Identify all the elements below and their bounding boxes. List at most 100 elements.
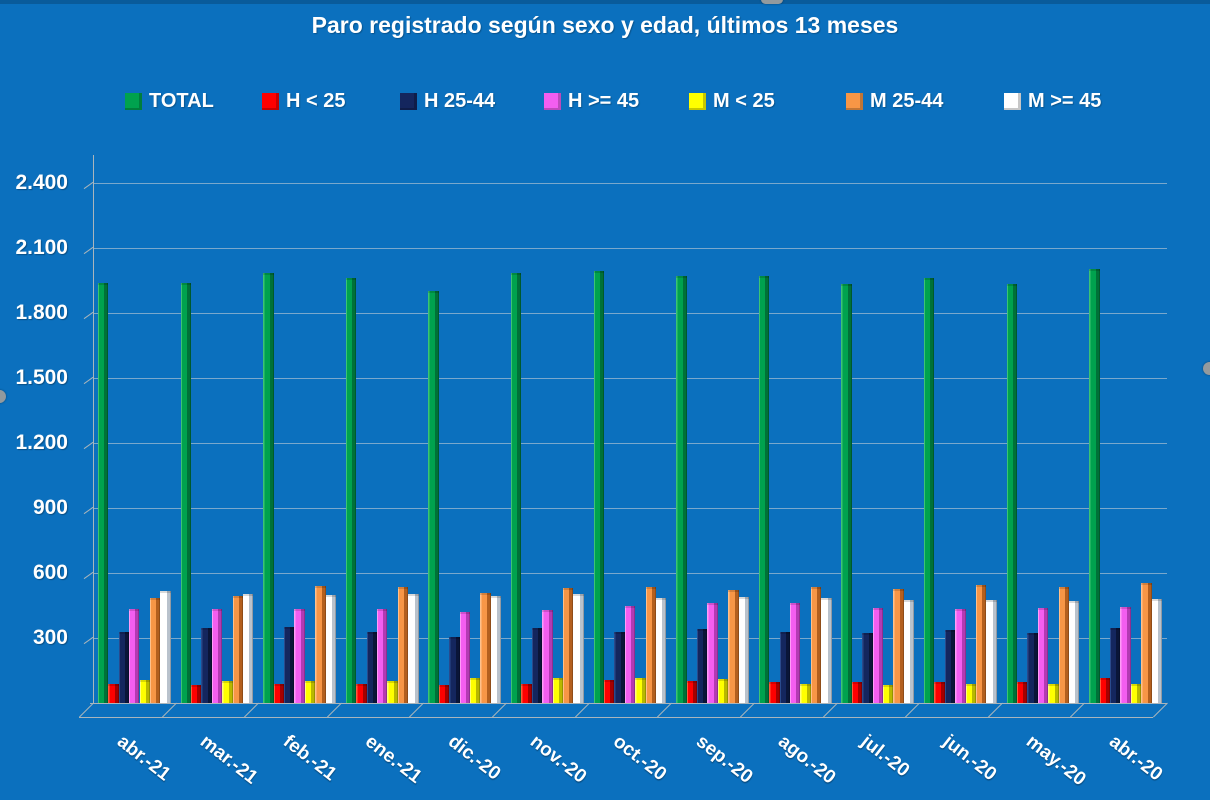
bar [779,631,791,703]
x-axis-line [90,703,1167,704]
x-axis-tick [326,702,342,718]
bar [872,607,884,703]
bar [1141,582,1152,703]
legend-label: H 25-44 [424,90,496,112]
bar [542,609,553,703]
bar [356,683,367,703]
bar [686,681,697,703]
bar [222,681,233,703]
gridline [93,313,1167,314]
bar [345,278,357,703]
bar [449,636,460,703]
bar [676,276,687,703]
y-axis-tick [83,376,94,385]
x-axis-tick [244,702,260,718]
bar [387,681,398,703]
y-axis-tick [83,441,94,450]
x-axis-tick [161,702,177,718]
gridline [93,183,1167,184]
bar [903,600,915,703]
bar [862,632,873,703]
x-axis-category-label: ene.-21 [361,731,426,788]
bar [955,608,966,703]
x-axis-tick [739,702,755,718]
bar [614,631,625,703]
selection-handle-right[interactable] [1203,362,1210,375]
legend-label: H >= 45 [568,90,640,112]
bar [97,282,109,703]
bar [965,683,977,703]
bar [531,628,543,703]
legend-item: M >= 45 [1004,90,1101,113]
y-axis-tick [83,571,94,580]
bar [366,631,377,703]
gridline [93,573,1167,574]
bar [893,589,904,703]
x-axis-category-label: nov.-20 [526,731,591,788]
bar [1058,587,1070,703]
bar [1017,682,1028,703]
bar [201,628,212,703]
bar [1151,599,1163,703]
gridline [93,378,1167,379]
y-axis-tick-label: 900 [32,496,68,519]
x-axis-tick [822,702,838,718]
bar [428,291,439,703]
bar [552,678,563,703]
bar [944,630,956,703]
bar [304,681,316,703]
bar [1048,683,1059,703]
gridline [93,443,1167,444]
y-axis-tick [83,506,94,515]
legend-swatch-icon [689,93,706,110]
bar [108,683,119,703]
bar [800,683,811,703]
legend-label: M >= 45 [1028,90,1102,112]
bar [376,608,388,703]
bar [1069,601,1080,703]
bar [490,595,502,703]
bar [635,678,646,703]
bar [211,608,223,703]
x-axis-tick [987,702,1003,718]
bar [624,605,636,703]
bar [1006,283,1018,703]
bar [480,592,491,703]
bar [129,608,140,703]
x-axis-category-label: ago.-20 [774,731,840,789]
gridline [93,248,1167,249]
x-axis-category-label: dic.-20 [443,731,505,785]
legend-swatch-icon [544,93,561,110]
bar [263,272,274,703]
bar [283,627,295,703]
x-axis-category-label: abr.-20 [1104,731,1166,786]
y-axis-tick [83,311,94,320]
bar [758,276,770,703]
bar [697,629,708,703]
legend-item: H >= 45 [544,90,639,113]
gridline [93,508,1167,509]
bar [562,588,574,703]
legend-label: H < 25 [286,90,346,112]
bar [645,587,656,703]
legend-swatch-icon [846,93,863,110]
bar [656,597,667,703]
bar [1027,632,1038,703]
selection-handle-top[interactable] [761,0,783,4]
x-axis-tick [657,702,673,718]
x-axis-category-label: abr.-21 [113,731,175,786]
bar [810,587,822,703]
bar [1037,607,1049,703]
x-axis-tick [1153,702,1168,718]
legend-swatch-icon [1004,93,1021,110]
bar [593,270,604,703]
legend-label: TOTAL [149,90,214,112]
selection-handle-left[interactable] [0,390,6,403]
y-axis-tick-label: 2.400 [15,171,68,194]
legend-item: H 25-44 [400,90,495,113]
bar [273,683,284,703]
chart-title: Paro registrado según sexo y edad, últim… [311,12,899,38]
bar [790,603,801,703]
y-axis-tick-label: 1.500 [15,366,68,389]
